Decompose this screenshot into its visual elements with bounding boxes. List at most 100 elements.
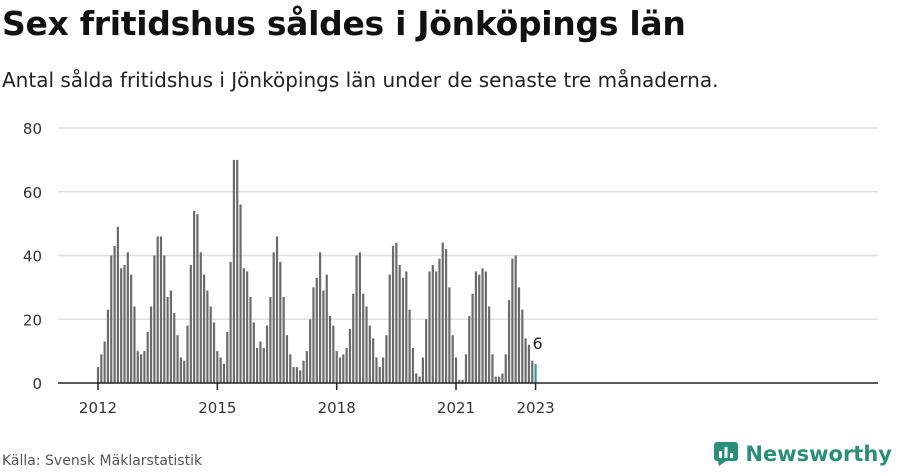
- data-label-latest: 6: [532, 334, 542, 353]
- bar: [239, 204, 242, 383]
- bar: [123, 265, 126, 383]
- bar: [259, 341, 262, 383]
- bar: [428, 271, 431, 383]
- bar: [96, 367, 100, 383]
- bar: [202, 274, 206, 383]
- bar: [398, 265, 401, 383]
- bar: [166, 296, 169, 383]
- bar: [484, 271, 487, 383]
- bar: [405, 271, 408, 383]
- bar: [309, 319, 312, 383]
- bar: [149, 306, 153, 383]
- bar: [285, 335, 289, 383]
- bar: [488, 306, 491, 383]
- bar: [269, 296, 272, 383]
- bar: [136, 351, 139, 383]
- bar: [242, 268, 245, 383]
- bar: [279, 261, 282, 383]
- bar: [236, 159, 239, 383]
- chart-subtitle: Antal sålda fritidshus i Jönköpings län …: [2, 68, 719, 92]
- bar: [189, 265, 192, 383]
- bar: [365, 306, 368, 383]
- newsworthy-logo-icon: [714, 442, 739, 466]
- bar: [355, 255, 358, 383]
- bar: [391, 245, 395, 383]
- bar: [275, 236, 279, 383]
- brand-logo[interactable]: Newsworthy: [714, 442, 892, 466]
- bar: [196, 214, 199, 383]
- bar: [345, 347, 348, 383]
- bar: [411, 347, 415, 383]
- bar: [388, 274, 391, 383]
- bar: [352, 293, 355, 383]
- bar: [395, 242, 398, 383]
- bar: [494, 376, 497, 383]
- bar: [527, 344, 531, 383]
- bar: [312, 287, 315, 383]
- bar: [206, 290, 209, 383]
- bar: [163, 255, 166, 383]
- bar: [474, 271, 478, 383]
- bar: [120, 268, 123, 383]
- bar: [282, 296, 285, 383]
- bar: [139, 354, 143, 383]
- bar: [222, 363, 226, 383]
- bar: [471, 293, 474, 383]
- bar: [362, 293, 365, 383]
- x-tick-label: 2012: [79, 399, 117, 417]
- bar: [305, 351, 308, 383]
- bar: [372, 338, 375, 383]
- bar: [103, 341, 106, 383]
- bar: [464, 354, 468, 383]
- bar: [232, 159, 236, 383]
- bar: [219, 357, 222, 383]
- x-tick-label: 2021: [437, 399, 475, 417]
- bar: [378, 367, 381, 383]
- bar: [302, 360, 305, 383]
- y-tick-label: 20: [23, 311, 42, 329]
- bar: [481, 268, 484, 383]
- bar-chart: 0 20 40 60 80 2012 2015 2018 2021 2023 6: [23, 120, 878, 417]
- bar: [126, 252, 129, 383]
- bar: [435, 271, 438, 383]
- bar: [143, 351, 146, 383]
- bar: [531, 360, 534, 383]
- bar: [338, 357, 342, 383]
- bar: [335, 351, 338, 383]
- bar: [156, 236, 159, 383]
- x-tick-label: 2018: [318, 399, 356, 417]
- bar: [375, 357, 378, 383]
- x-tick-label: 2015: [198, 399, 236, 417]
- bar: [186, 325, 189, 383]
- bar: [385, 335, 388, 383]
- bar: [113, 245, 116, 383]
- y-tick-label: 0: [32, 375, 42, 393]
- bar: [507, 300, 511, 383]
- bar: [193, 210, 196, 383]
- bar: [289, 354, 292, 383]
- bar: [431, 265, 434, 383]
- bar: [252, 322, 255, 383]
- bar: [272, 252, 275, 383]
- bar: [292, 367, 295, 383]
- bar: [100, 354, 103, 383]
- bar: [468, 316, 471, 383]
- bar: [110, 255, 113, 383]
- y-tick-label: 40: [23, 248, 42, 266]
- bar: [517, 287, 521, 383]
- bar: [524, 338, 527, 383]
- bar: [212, 322, 216, 383]
- bar: [153, 255, 156, 383]
- bar: [454, 357, 458, 383]
- x-tick-label: 2023: [516, 399, 554, 417]
- bar: [265, 325, 269, 383]
- bar: [448, 287, 451, 383]
- bar: [408, 309, 411, 383]
- bar: [199, 252, 202, 383]
- bar: [511, 258, 514, 383]
- bar: [332, 325, 335, 383]
- bar: [478, 274, 481, 383]
- bar: [514, 255, 517, 383]
- bar-highlight: [534, 363, 537, 383]
- bar: [498, 376, 501, 383]
